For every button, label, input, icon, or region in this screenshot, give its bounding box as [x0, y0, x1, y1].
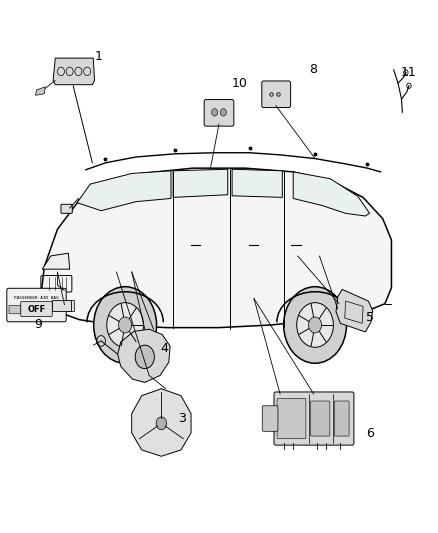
Text: 8: 8 [309, 63, 317, 76]
Polygon shape [35, 87, 45, 95]
Text: 6: 6 [366, 427, 374, 440]
Text: 5: 5 [366, 311, 374, 324]
Text: 11: 11 [401, 66, 417, 79]
Circle shape [212, 109, 218, 116]
FancyBboxPatch shape [277, 398, 306, 439]
Polygon shape [77, 171, 171, 211]
Text: 3: 3 [178, 411, 186, 424]
Circle shape [308, 317, 321, 333]
FancyBboxPatch shape [61, 204, 72, 213]
Circle shape [135, 345, 154, 368]
Circle shape [297, 303, 333, 348]
Polygon shape [132, 389, 191, 456]
FancyBboxPatch shape [262, 81, 290, 108]
Text: 10: 10 [232, 77, 248, 90]
FancyBboxPatch shape [21, 302, 52, 317]
Polygon shape [53, 58, 95, 85]
FancyBboxPatch shape [7, 288, 66, 322]
FancyBboxPatch shape [262, 406, 278, 431]
FancyBboxPatch shape [334, 401, 349, 436]
Polygon shape [293, 172, 370, 216]
Text: 4: 4 [160, 342, 168, 356]
Circle shape [107, 303, 144, 348]
Polygon shape [40, 168, 392, 328]
FancyBboxPatch shape [204, 100, 234, 126]
Circle shape [220, 109, 226, 116]
FancyBboxPatch shape [52, 300, 71, 311]
Circle shape [94, 287, 156, 364]
FancyBboxPatch shape [9, 305, 20, 314]
FancyBboxPatch shape [274, 392, 354, 445]
Circle shape [156, 417, 166, 430]
Polygon shape [118, 329, 170, 382]
Polygon shape [173, 169, 228, 197]
Circle shape [284, 287, 346, 364]
FancyBboxPatch shape [311, 401, 330, 436]
Circle shape [119, 317, 132, 333]
Text: PASSENGER AIR BAG: PASSENGER AIR BAG [14, 296, 59, 301]
Polygon shape [232, 169, 283, 197]
Text: 9: 9 [34, 319, 42, 332]
Polygon shape [42, 253, 70, 269]
Polygon shape [336, 289, 373, 332]
Text: OFF: OFF [27, 304, 46, 313]
Text: 1: 1 [95, 50, 103, 63]
FancyBboxPatch shape [50, 300, 74, 311]
